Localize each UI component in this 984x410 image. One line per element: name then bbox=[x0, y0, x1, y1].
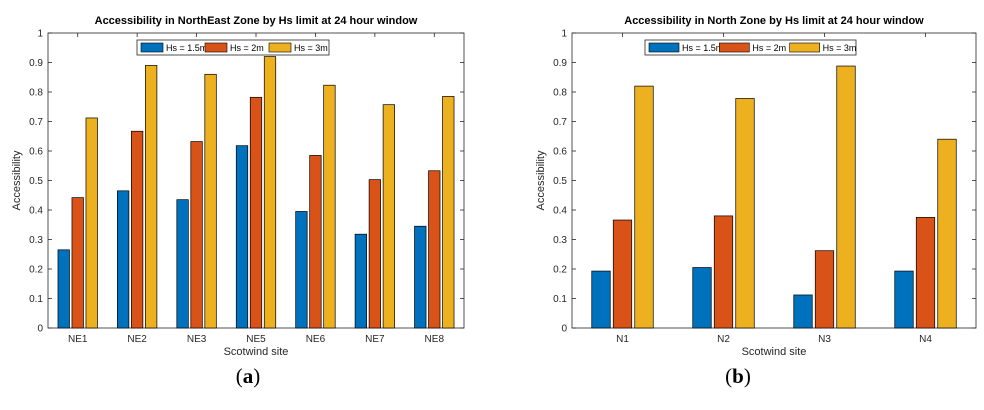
bar-a-NE5-3 bbox=[263, 56, 277, 329]
legend-label-b-1: Hs = 1.5m bbox=[682, 43, 723, 53]
y-tick-label-a: 0.1 bbox=[29, 294, 43, 305]
bar-b-N1-3 bbox=[634, 85, 654, 329]
x-tick-label-b: N3 bbox=[818, 334, 831, 345]
bar-b-N3-3 bbox=[836, 65, 856, 329]
legend-swatch-b-3 bbox=[789, 42, 820, 53]
bar-a-NE3-1 bbox=[176, 199, 189, 329]
bar-b-N2-1 bbox=[692, 267, 712, 329]
y-tick-label-b: 0 bbox=[561, 324, 567, 335]
caption-a: (a) bbox=[235, 364, 261, 388]
y-tick-label-a: 1 bbox=[37, 29, 43, 40]
chart-title-b: Accessibility in North Zone by Hs limit … bbox=[624, 15, 924, 27]
bar-a-NE3-3 bbox=[204, 73, 217, 329]
caption-b: (b) bbox=[725, 364, 751, 388]
bar-b-N4-1 bbox=[894, 270, 914, 329]
bar-a-NE7-2 bbox=[368, 179, 381, 329]
bar-b-N1-2 bbox=[612, 219, 633, 329]
x-tick-label-b: N2 bbox=[717, 334, 730, 345]
x-tick-label-b: N1 bbox=[616, 334, 629, 345]
bar-a-NE8-3 bbox=[442, 96, 455, 329]
y-tick-label-b: 0.3 bbox=[553, 235, 567, 246]
legend-swatch-b-2 bbox=[719, 42, 750, 53]
bar-a-NE5-1 bbox=[235, 145, 249, 329]
bar-a-NE8-1 bbox=[414, 225, 427, 329]
legend-swatch-b-1 bbox=[648, 42, 680, 53]
axes-box-b bbox=[571, 32, 977, 329]
legend-label-a-3: Hs = 3m bbox=[294, 43, 328, 53]
bar-a-NE6-2 bbox=[309, 155, 322, 329]
x-axis-label-a: Scotwind site bbox=[224, 346, 289, 358]
legend-swatch-a-1 bbox=[140, 42, 164, 53]
y-axis-label-a: Accessibility bbox=[11, 150, 23, 210]
bar-a-NE8-2 bbox=[428, 170, 441, 329]
y-tick-label-b: 0.2 bbox=[553, 265, 567, 276]
bar-b-N4-2 bbox=[915, 217, 936, 329]
y-tick-label-a: 0.9 bbox=[29, 58, 43, 69]
bar-a-NE6-1 bbox=[295, 211, 308, 329]
bar-a-NE7-3 bbox=[382, 104, 395, 329]
x-tick-label-a: NE2 bbox=[127, 334, 147, 345]
y-tick-label-a: 0.2 bbox=[29, 265, 43, 276]
x-axis-label-b: Scotwind site bbox=[742, 346, 807, 358]
y-tick-label-b: 0.6 bbox=[553, 147, 567, 158]
x-tick-label-a: NE1 bbox=[68, 334, 88, 345]
chart-title-a: Accessibility in NorthEast Zone by Hs li… bbox=[95, 15, 418, 27]
bar-chart-b: 0 0.1 0.2 0.3 0.4 0.5 0.6 0.7 0.8 0.9 1 N1 N2 N3 N4 Acc… bbox=[535, 15, 977, 358]
bar-a-NE7-1 bbox=[354, 233, 367, 329]
x-tick-label-a: NE5 bbox=[246, 334, 266, 345]
y-tick-label-b: 0.1 bbox=[553, 294, 567, 305]
bar-b-N3-2 bbox=[814, 250, 835, 329]
legend-a: Hs = 1.5m Hs = 2m Hs = 3m bbox=[136, 39, 330, 56]
y-tick-label-a: 0.5 bbox=[29, 176, 43, 187]
x-tick-label-a: NE8 bbox=[425, 334, 445, 345]
caption-a-label: a bbox=[242, 364, 254, 388]
bar-a-NE1-3 bbox=[85, 117, 98, 329]
bar-b-N4-3 bbox=[937, 138, 957, 329]
bar-a-NE1-1 bbox=[57, 249, 70, 329]
y-tick-label-a: 0.3 bbox=[29, 235, 43, 246]
legend-label-b-3: Hs = 3m bbox=[823, 43, 857, 53]
y-tick-label-b: 1 bbox=[561, 29, 567, 40]
caption-b-label: b bbox=[732, 364, 744, 388]
bar-b-N2-3 bbox=[735, 98, 755, 329]
legend-swatch-a-2 bbox=[204, 42, 228, 53]
x-tick-label-b: N4 bbox=[919, 334, 932, 345]
y-tick-label-b: 0.5 bbox=[553, 176, 567, 187]
legend-b: Hs = 1.5m Hs = 2m Hs = 3m bbox=[644, 39, 857, 56]
bar-a-NE3-2 bbox=[190, 141, 203, 329]
y-tick-label-b: 0.8 bbox=[553, 88, 567, 99]
y-tick-label-b: 0.9 bbox=[553, 58, 567, 69]
y-tick-label-a: 0.8 bbox=[29, 88, 43, 99]
legend-label-b-2: Hs = 2m bbox=[752, 43, 786, 53]
legend-label-a-1: Hs = 1.5m bbox=[166, 43, 207, 53]
y-tick-label-a: 0.4 bbox=[29, 206, 43, 217]
chart-panel-a: 0 0.1 0.2 0.3 0.4 0.5 0.6 0.7 0.8 0.9 1 NE1 NE2 NE3 NE… bbox=[11, 15, 465, 388]
bar-b-N2-2 bbox=[713, 215, 734, 329]
y-axis-label-b: Accessibility bbox=[535, 150, 547, 210]
x-tick-label-a: NE6 bbox=[306, 334, 326, 345]
bar-a-NE6-3 bbox=[323, 84, 336, 329]
bar-a-NE2-1 bbox=[117, 190, 130, 329]
chart-panel-b: 0 0.1 0.2 0.3 0.4 0.5 0.6 0.7 0.8 0.9 1 N1 N2 N3 N4 Acc… bbox=[492, 0, 984, 410]
y-tick-label-a: 0.7 bbox=[29, 117, 43, 128]
legend-label-a-2: Hs = 2m bbox=[230, 43, 264, 53]
x-tick-label-a: NE3 bbox=[187, 334, 207, 345]
x-tick-label-a: NE7 bbox=[365, 334, 385, 345]
bar-chart-a: 0 0.1 0.2 0.3 0.4 0.5 0.6 0.7 0.8 0.9 1 NE1 NE2 NE3 NE… bbox=[11, 15, 465, 358]
y-tick-label-a: 0.6 bbox=[29, 147, 43, 158]
bar-a-NE2-2 bbox=[131, 130, 144, 329]
bar-b-N3-1 bbox=[793, 294, 813, 329]
legend-swatch-a-3 bbox=[268, 42, 292, 53]
bar-b-N1-1 bbox=[591, 270, 611, 329]
bar-a-NE2-3 bbox=[145, 65, 158, 329]
y-tick-label-a: 0 bbox=[37, 324, 43, 335]
bar-a-NE1-2 bbox=[71, 197, 84, 329]
bar-a-NE5-2 bbox=[249, 96, 263, 329]
y-tick-label-b: 0.7 bbox=[553, 117, 567, 128]
y-tick-label-b: 0.4 bbox=[553, 206, 567, 217]
